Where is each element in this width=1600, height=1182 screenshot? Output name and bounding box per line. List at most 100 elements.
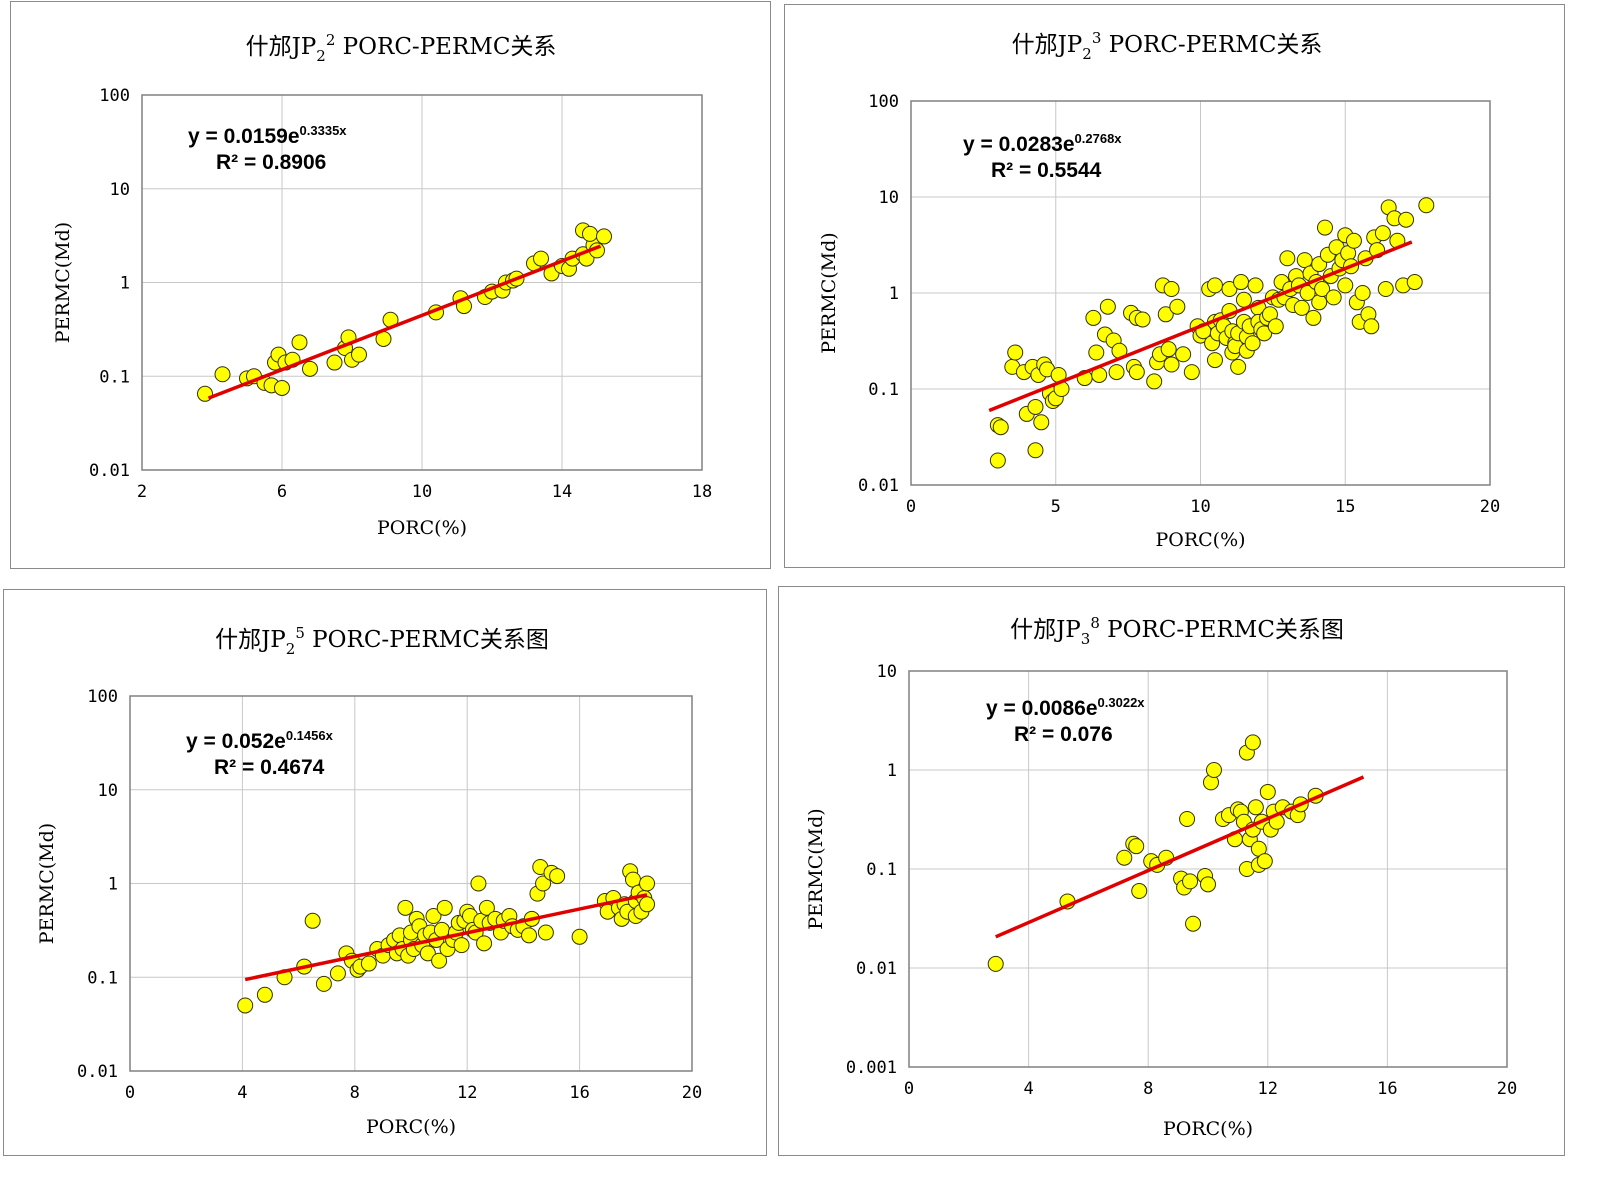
data-point [1206, 277, 1223, 294]
data-point [1293, 299, 1310, 316]
x-tick-label: 10 [412, 482, 432, 502]
data-point [1205, 762, 1222, 778]
data-point [1305, 309, 1322, 326]
data-point [425, 908, 442, 925]
x-tick-label: 2 [137, 482, 147, 502]
x-tick-label: 0 [904, 1079, 914, 1099]
x-tick-label: 5 [1051, 497, 1061, 517]
x-axis-label: PORC(%) [1155, 529, 1245, 551]
x-tick-label: 16 [1377, 1079, 1397, 1099]
data-point [1247, 799, 1264, 816]
data-point [1316, 219, 1333, 236]
data-point [1128, 838, 1145, 855]
plot-frame [908, 670, 1508, 1068]
data-point [214, 366, 231, 383]
x-tick-label: 8 [350, 1083, 360, 1103]
data-point [549, 868, 566, 885]
y-tick-label: 0.1 [87, 968, 118, 988]
data-point [1183, 364, 1200, 381]
data-point [237, 997, 254, 1014]
data-point [397, 899, 414, 916]
chart-panel-jp3-8: 0.001 0.01 0.1 1 10 0 4 8 12 16 20 什邡JP38 PORC-PERM… [778, 586, 1565, 1156]
chart-panel-jp2-5: 0.01 0.1 1 10 100 0 4 8 12 16 20 什邡JP25 PORC-PERMC关… [3, 589, 767, 1156]
data-point [1363, 318, 1380, 335]
chart-title: 什邡JP22 PORC-PERMC关系 [246, 31, 557, 65]
data-point [1182, 873, 1199, 890]
data-point [1085, 309, 1102, 326]
data-point [1088, 344, 1105, 361]
x-axis-label: PORC(%) [377, 517, 467, 539]
data-point [1108, 364, 1125, 381]
y-tick-label: 0.001 [846, 1058, 897, 1078]
data-point [571, 928, 588, 945]
data-point [1185, 915, 1202, 932]
data-point [596, 228, 612, 245]
y-axis-label: PERMC(Md) [36, 823, 58, 944]
data-point [274, 379, 290, 396]
data-point [291, 334, 308, 351]
data-point [1163, 281, 1180, 298]
y-tick-label: 1 [887, 761, 897, 781]
data-point [1157, 306, 1174, 323]
trendline [244, 893, 648, 982]
data-point [1027, 398, 1044, 415]
data-point [987, 955, 1004, 972]
data-point [1221, 281, 1238, 298]
x-tick-label: 15 [1335, 497, 1355, 517]
data-point [1256, 325, 1273, 342]
data-point [1179, 810, 1196, 827]
chart-title: 什邡JP38 PORC-PERMC关系图 [1010, 614, 1344, 648]
r-squared: R² = 0.076 [1014, 723, 1113, 746]
data-point [351, 346, 367, 363]
y-tick-label: 10 [879, 188, 899, 208]
trendline [207, 244, 602, 400]
y-tick-label: 100 [99, 86, 130, 106]
data-point [1027, 442, 1044, 459]
data-point [1206, 352, 1223, 369]
y-tick-label: 0.01 [856, 959, 897, 979]
r-squared: R² = 0.8906 [216, 151, 326, 174]
data-point [1377, 281, 1394, 298]
data-point [1128, 364, 1145, 381]
data-point [582, 225, 598, 242]
y-tick-label: 1 [120, 274, 130, 294]
data-point [1247, 277, 1264, 294]
data-point [537, 924, 554, 941]
data-point [533, 250, 549, 267]
data-point [1337, 277, 1354, 294]
data-point [302, 360, 318, 377]
data-point [1296, 252, 1313, 269]
y-tick-label: 0.1 [866, 860, 897, 880]
data-point [1374, 225, 1391, 242]
chart-panel-jp2-3: 0.01 0.1 1 10 100 0 5 10 15 20 什邡JP23 PORC-PERMC关系… [784, 4, 1565, 568]
data-point [1175, 346, 1192, 363]
x-axis-label: PORC(%) [366, 1116, 456, 1138]
data-point [315, 975, 332, 992]
data-point [992, 419, 1009, 436]
data-point [476, 935, 493, 952]
data-point [1354, 285, 1371, 301]
trendline [995, 775, 1365, 939]
y-tick-label: 0.01 [77, 1062, 118, 1082]
data-point [1244, 335, 1261, 352]
data-point [419, 945, 436, 962]
data-point [453, 937, 470, 954]
x-tick-label: 20 [1480, 497, 1500, 517]
data-point [1244, 734, 1261, 751]
data-point [521, 927, 538, 944]
data-point [1033, 414, 1050, 431]
x-tick-label: 4 [1023, 1079, 1033, 1099]
x-tick-label: 10 [1190, 497, 1210, 517]
data-point [535, 875, 552, 892]
x-tick-label: 18 [692, 482, 712, 502]
data-point [1131, 882, 1148, 899]
chart-svg-3: 0.01 0.1 1 10 100 0 4 8 12 16 20 什邡JP25 PORC-PERMC关… [36, 624, 702, 1138]
trendline [988, 240, 1413, 413]
plot-frame [129, 695, 693, 1072]
data-point [1099, 298, 1116, 315]
data-point [1345, 232, 1362, 249]
trend-equation: y = 0.0086e0.3022x [986, 695, 1145, 720]
data-point [329, 965, 346, 982]
r-squared: R² = 0.5544 [991, 159, 1102, 182]
x-tick-label: 12 [1258, 1079, 1278, 1099]
